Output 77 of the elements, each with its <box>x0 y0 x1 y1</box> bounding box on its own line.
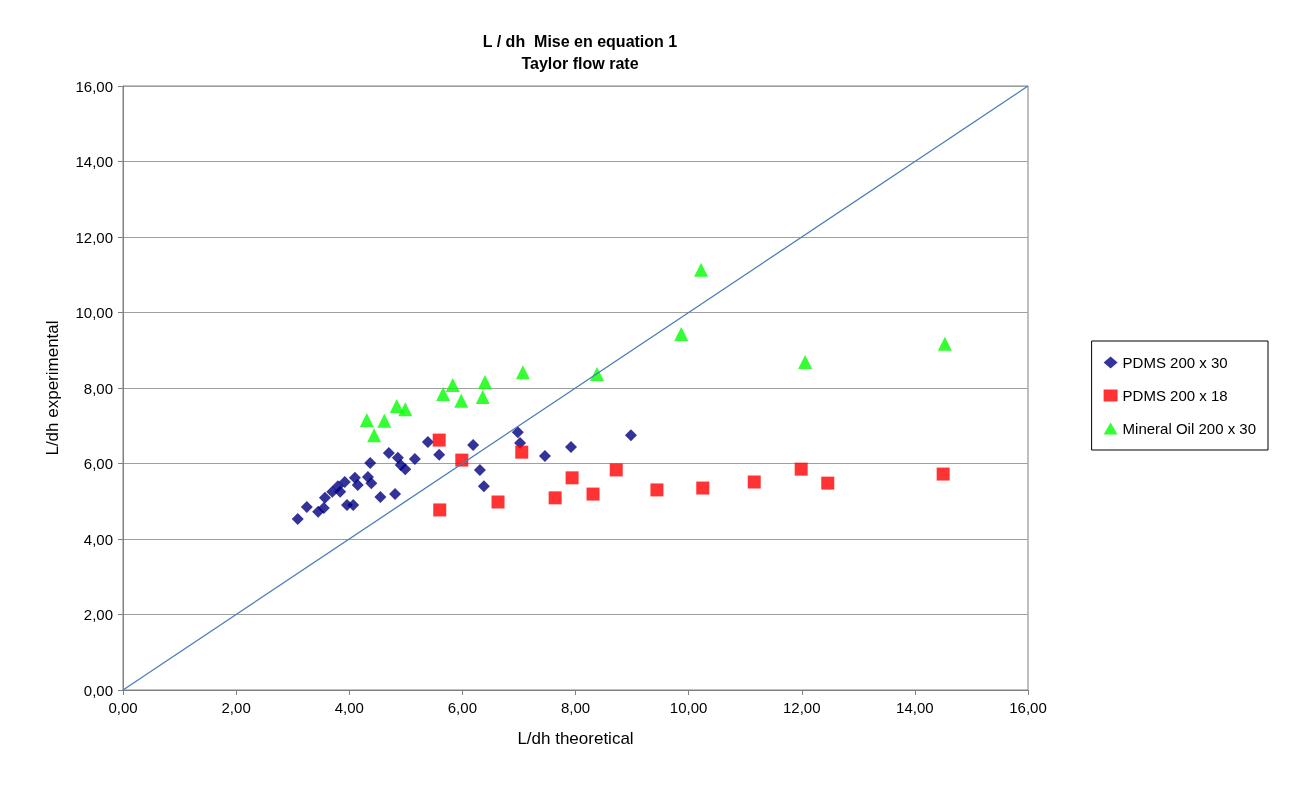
x-tick-label: 0,00 <box>108 699 138 716</box>
point <box>347 499 360 512</box>
y-tick-label: 8,00 <box>83 379 113 397</box>
point <box>432 433 446 447</box>
point <box>300 500 313 513</box>
point <box>377 413 392 428</box>
point <box>609 463 623 477</box>
point <box>937 336 952 351</box>
point <box>421 435 434 448</box>
x-tick-label: 6,00 <box>447 699 477 716</box>
point <box>650 483 664 497</box>
point <box>565 471 579 485</box>
x-tick-label: 14,00 <box>896 699 934 716</box>
legend-label: PDMS 200 x 18 <box>1122 387 1228 404</box>
legend-label: PDMS 200 x 30 <box>1122 354 1228 371</box>
point <box>467 439 480 451</box>
point <box>334 485 347 498</box>
x-axis-title: L/dh theoretical <box>517 729 634 748</box>
chart-subtitle: Taylor flow rate <box>521 54 639 72</box>
point <box>408 452 421 465</box>
point <box>318 491 331 504</box>
point <box>694 262 709 277</box>
point <box>515 445 529 459</box>
point <box>473 463 486 476</box>
y-tick-label: 10,00 <box>75 304 113 321</box>
point <box>436 387 451 402</box>
point <box>491 495 505 509</box>
point <box>936 467 950 481</box>
y-tick-label: 16,00 <box>75 77 113 95</box>
point <box>624 429 637 442</box>
point <box>475 390 490 405</box>
x-tick-label: 10,00 <box>669 699 708 716</box>
point <box>374 491 387 504</box>
x-tick-label: 8,00 <box>560 699 591 716</box>
point <box>398 402 413 417</box>
point <box>364 457 377 470</box>
y-tick-label: 6,00 <box>83 455 113 472</box>
point <box>515 365 530 380</box>
point <box>477 480 490 493</box>
point <box>338 476 351 488</box>
point <box>291 512 304 525</box>
point <box>454 393 469 408</box>
chart-title: L / dh Mise en equation 1 <box>482 32 678 50</box>
point <box>548 491 562 505</box>
point <box>389 488 402 501</box>
point <box>798 354 813 369</box>
legend-label: Mineral Oil 200 x 30 <box>1122 420 1257 437</box>
y-axis-title: L/dh experimental <box>43 320 62 456</box>
point <box>365 477 378 490</box>
x-tick-label: 4,00 <box>334 699 364 716</box>
y-tick-label: 4,00 <box>83 530 113 548</box>
point <box>696 481 710 495</box>
point <box>382 446 395 459</box>
point <box>538 449 551 462</box>
x-tick-label: 12,00 <box>782 699 821 716</box>
point <box>351 479 364 492</box>
y-tick-label: 2,00 <box>83 606 113 623</box>
point <box>399 463 412 476</box>
y-tick-label: 0,00 <box>83 681 113 699</box>
point <box>317 502 330 515</box>
y-tick-label: 14,00 <box>75 153 113 170</box>
point <box>478 374 492 389</box>
x-tick-label: 16,00 <box>1009 699 1047 716</box>
point <box>511 426 524 439</box>
point <box>433 503 447 517</box>
point <box>367 428 382 443</box>
point <box>359 413 374 428</box>
y-tick-label: 12,00 <box>75 228 113 246</box>
x-tick-label: 2,00 <box>221 699 251 716</box>
point <box>564 440 577 453</box>
point <box>674 327 689 342</box>
point <box>586 487 600 501</box>
point <box>794 462 808 476</box>
point <box>821 476 835 490</box>
point <box>445 377 460 392</box>
point <box>433 448 446 461</box>
point <box>747 475 761 489</box>
